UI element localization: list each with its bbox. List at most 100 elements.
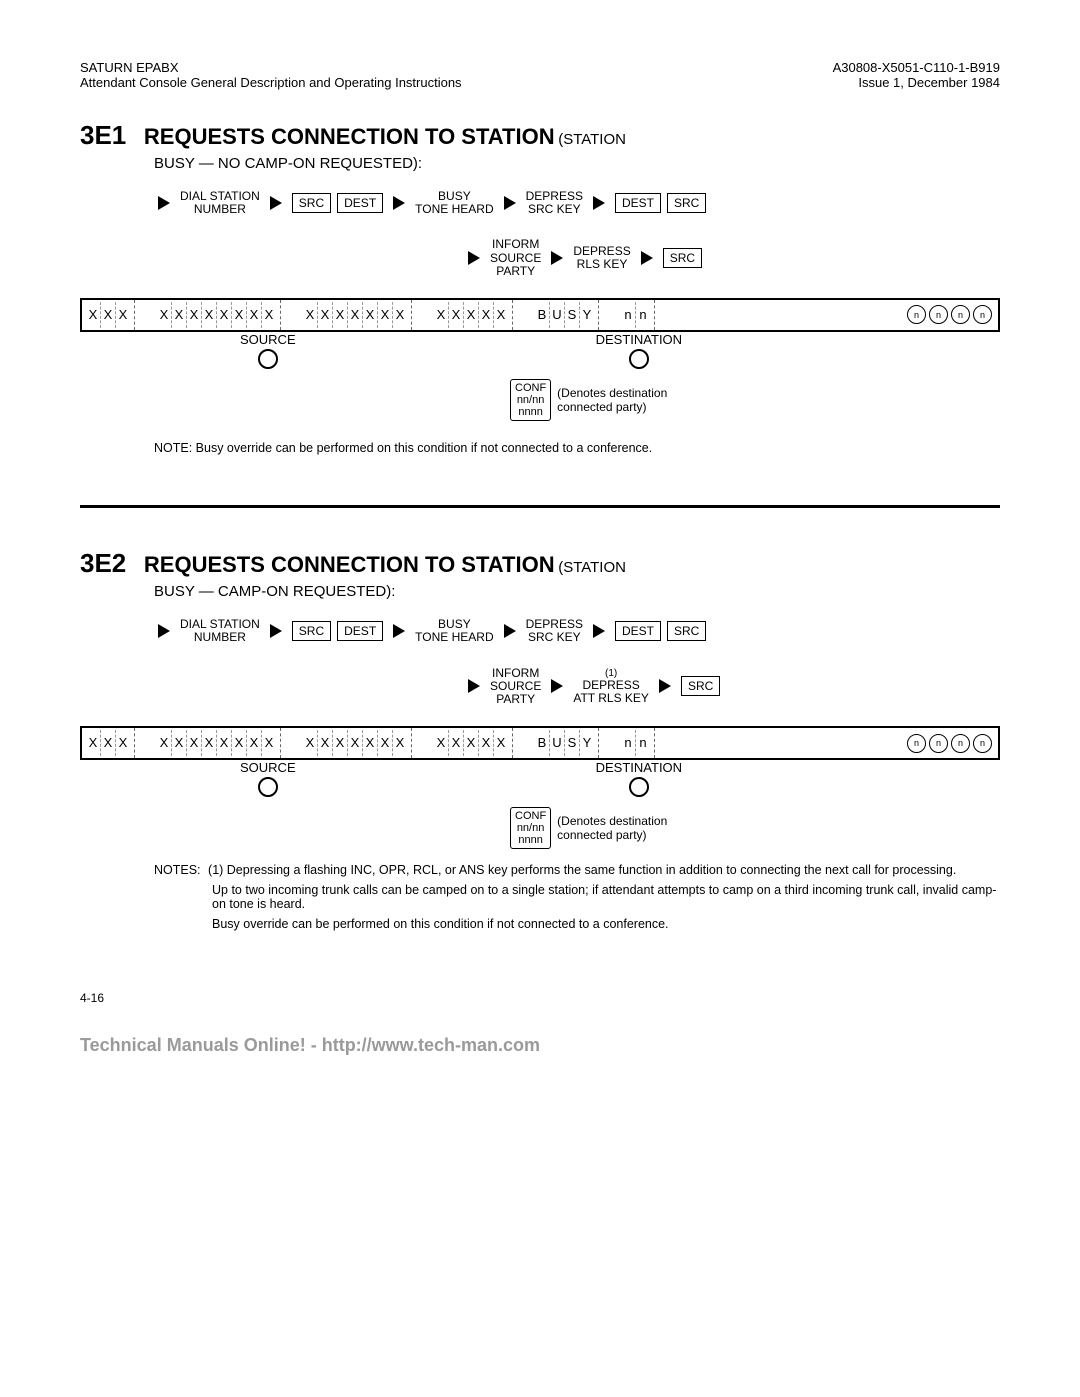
flow-3e2: DIAL STATION NUMBER SRC DEST BUSY TONE H… [154,618,1000,706]
disp-cell: X [232,302,247,328]
arrow-icon [468,679,480,693]
status-icon: n [973,734,992,753]
disp-cell: X [247,302,262,328]
disp-cell: n [621,730,636,756]
disp-cell: X [262,302,276,328]
status-icon: n [929,734,948,753]
display-bar-3e1: XXX XXXXXXXX XXXXXXX XXXXX BUSY nn n n n… [80,298,1000,332]
disp-cell: B [535,730,550,756]
flow-step-att-rls: (1) DEPRESS ATT RLS KEY [573,668,649,705]
disp-cell: X [217,302,232,328]
disp-cell: X [157,302,172,328]
disp-cell: X [479,302,494,328]
disp-cell: X [202,302,217,328]
arrow-icon [551,251,563,265]
disp-cell: n [621,302,636,328]
disp-cell: X [318,302,333,328]
status-icons: n n n n [901,728,998,758]
status-icon: n [929,305,948,324]
conf-text: (Denotes destination connected party) [557,814,667,842]
dest-key: DEST [337,621,383,641]
status-icon: n [951,305,970,324]
disp-cell: X [187,302,202,328]
arrow-icon [641,251,653,265]
arrow-icon [593,196,605,210]
disp-cell: X [86,730,101,756]
section-divider [80,505,1000,508]
below-bar-3e1: SOURCE DESTINATION [80,332,1000,369]
section-number: 3E1 [80,120,126,150]
status-icon: n [907,734,926,753]
disp-cell: X [393,730,407,756]
display-bar-3e2: XXX XXXXXXXX XXXXXXX XXXXX BUSY nn n n n… [80,726,1000,760]
notes-label: NOTES: [154,863,201,877]
src-key: SRC [681,676,720,696]
notes-3e2: NOTES: (1) Depressing a flashing INC, OP… [154,863,1000,931]
disp-cell: X [449,302,464,328]
section-3e2-title: 3E2 REQUESTS CONNECTION TO STATION (STAT… [80,548,1000,579]
arrow-icon [270,196,282,210]
arrow-icon [468,251,480,265]
disp-cell: X [363,730,378,756]
note-item: Busy override can be performed on this c… [212,917,1000,931]
note-item: (1) Depressing a flashing INC, OPR, RCL,… [208,863,956,877]
disp-cell: X [157,730,172,756]
arrow-icon [158,624,170,638]
conf-annotation-3e2: CONF nn/nn nnnn (Denotes destination con… [510,807,1000,849]
disp-cell: B [535,302,550,328]
disp-cell: X [172,302,187,328]
section-number: 3E2 [80,548,126,578]
disp-cell: X [172,730,187,756]
arrow-icon [393,196,405,210]
disp-cell: X [262,730,276,756]
conf-text: (Denotes destination connected party) [557,386,667,414]
disp-cell: X [116,730,130,756]
disp-cell: n [636,730,650,756]
disp-cell: X [303,730,318,756]
disp-cell: X [101,730,116,756]
destination-label: DESTINATION [596,332,682,347]
flow-row-1: DIAL STATION NUMBER SRC DEST BUSY TONE H… [154,190,1000,216]
status-icons: n n n n [901,300,998,330]
dest-key: DEST [615,621,661,641]
disp-cell: X [494,302,508,328]
source-led-icon [258,349,278,369]
flow-step-rls: DEPRESS RLS KEY [573,245,630,271]
destination-led-icon [629,777,649,797]
disp-cell: X [393,302,407,328]
page-header: SATURN EPABX Attendant Console General D… [80,60,1000,90]
disp-cell: X [333,302,348,328]
src-key: SRC [667,193,706,213]
arrow-icon [659,679,671,693]
dest-key: DEST [615,193,661,213]
disp-cell: S [565,302,580,328]
disp-cell: X [464,730,479,756]
dest-key: DEST [337,193,383,213]
disp-cell: U [550,302,565,328]
section-3e1-title: 3E1 REQUESTS CONNECTION TO STATION (STAT… [80,120,1000,151]
section-3e1-subtitle: BUSY — NO CAMP-ON REQUESTED): [154,155,1000,172]
header-left: SATURN EPABX Attendant Console General D… [80,60,462,90]
flow-step-depress: DEPRESS SRC KEY [526,190,583,216]
disp-cell: X [494,730,508,756]
disp-cell: X [303,302,318,328]
disp-cell: n [636,302,650,328]
arrow-icon [593,624,605,638]
disp-cell: X [318,730,333,756]
disp-cell: X [247,730,262,756]
flow-step-inform: INFORM SOURCE PARTY [490,238,541,278]
src-key: SRC [292,193,331,213]
disp-cell: X [464,302,479,328]
header-doc-title: Attendant Console General Description an… [80,75,462,90]
flow-3e1: DIAL STATION NUMBER SRC DEST BUSY TONE H… [154,190,1000,278]
disp-cell: X [348,302,363,328]
arrow-icon [158,196,170,210]
header-product: SATURN EPABX [80,60,462,75]
disp-cell: X [101,302,116,328]
flow-step-dial: DIAL STATION NUMBER [180,618,260,644]
header-docnum: A30808-X5051-C110-1-B919 [833,60,1000,75]
conf-box: CONF nn/nn nnnn [510,807,551,849]
disp-cell: X [348,730,363,756]
page-number: 4-16 [80,991,1000,1005]
flow-step-busy: BUSY TONE HEARD [415,190,493,216]
